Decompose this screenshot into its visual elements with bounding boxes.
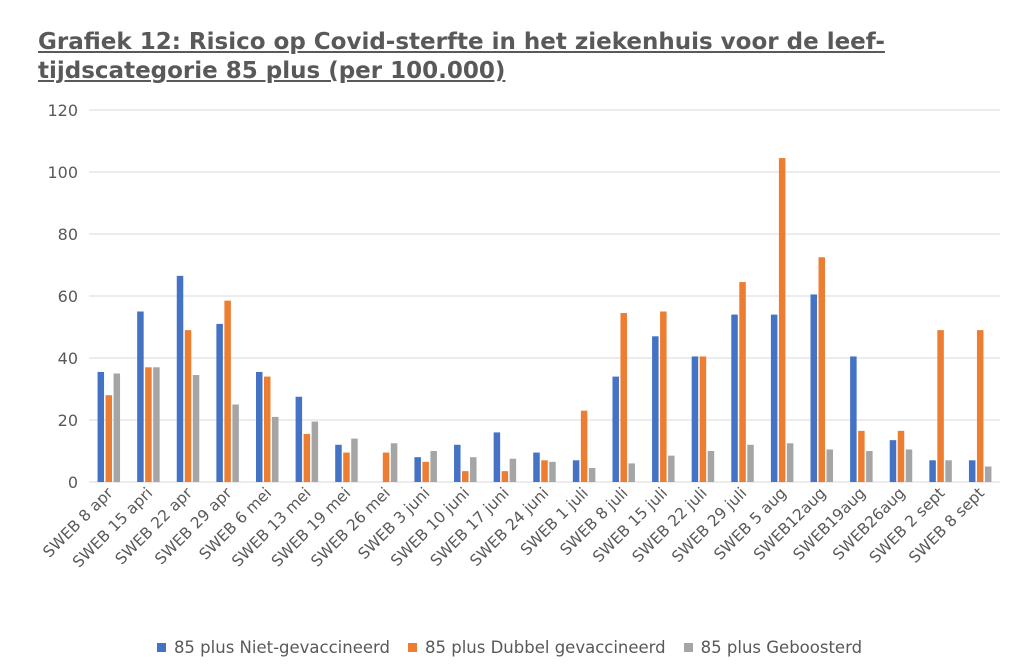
bar <box>580 410 588 482</box>
bar <box>533 452 540 482</box>
bar <box>263 376 271 482</box>
bar <box>699 356 707 482</box>
bar <box>224 300 231 482</box>
bar <box>501 471 509 482</box>
bar <box>652 336 659 482</box>
chart-title: Grafiek 12: Risico op Covid-sterfte in h… <box>38 28 998 86</box>
bar <box>351 438 358 482</box>
bar <box>826 449 834 482</box>
bar <box>271 416 279 482</box>
bar <box>850 356 857 482</box>
bar <box>382 452 390 482</box>
bar <box>810 294 818 482</box>
bar <box>905 449 913 482</box>
legend-item-dubbel-gevaccineerd: 85 plus Dubbel gevaccineerd <box>408 638 666 657</box>
bar <box>335 444 342 482</box>
bar <box>311 421 319 482</box>
legend-swatch-geboosterd <box>683 643 693 652</box>
legend-label-geboosterd: 85 plus Geboosterd <box>700 638 863 657</box>
bar <box>390 443 398 482</box>
bar <box>747 444 754 482</box>
y-tick-label: 20 <box>58 411 78 430</box>
bar <box>549 461 556 482</box>
bar <box>818 257 826 482</box>
legend-swatch-dubbel-gevaccineerd <box>408 643 417 652</box>
bar <box>113 373 121 482</box>
bar <box>897 430 905 482</box>
bar <box>984 466 992 482</box>
bar <box>153 367 160 482</box>
y-tick-label: 0 <box>68 473 78 492</box>
bar <box>929 460 936 482</box>
bar <box>588 468 596 482</box>
y-tick-label: 80 <box>58 225 78 244</box>
chart-legend: 85 plus Niet-gevaccineerd 85 plus Dubbel… <box>0 638 1019 657</box>
bar <box>731 314 738 482</box>
bar <box>660 311 667 482</box>
bar <box>192 375 200 482</box>
bar <box>105 395 113 482</box>
bar <box>858 430 865 482</box>
bar <box>778 158 786 483</box>
bar <box>303 433 311 482</box>
bar <box>216 323 223 482</box>
bar <box>572 460 580 482</box>
bar <box>414 457 421 482</box>
bar <box>628 463 635 482</box>
bar <box>976 330 984 482</box>
bar <box>255 371 263 482</box>
y-tick-label: 100 <box>47 163 78 182</box>
bar <box>739 282 746 482</box>
bar <box>968 460 976 482</box>
bar <box>462 471 469 482</box>
legend-label-niet-gevaccineerd: 85 plus Niet-gevaccineerd <box>173 638 390 657</box>
y-tick-label: 40 <box>58 349 78 368</box>
bar <box>866 451 873 482</box>
bar <box>430 451 437 482</box>
bar <box>612 376 619 482</box>
bar <box>937 330 944 482</box>
chart-title-line-2: tijdscategorie 85 plus (per 100.000) <box>38 58 506 84</box>
legend-item-niet-gevaccineerd: 85 plus Niet-gevaccineerd <box>156 638 390 657</box>
bar <box>422 461 429 482</box>
chart-title-line-1: Grafiek 12: Risico op Covid-sterfte in h… <box>38 29 885 55</box>
bar <box>493 432 501 482</box>
bar <box>509 458 517 482</box>
bar <box>668 455 675 482</box>
bar <box>137 311 144 482</box>
bar <box>295 396 303 482</box>
bar <box>786 443 794 482</box>
legend-swatch-niet-gevaccineerd <box>156 643 166 652</box>
bar <box>691 356 699 482</box>
bar <box>184 330 192 482</box>
bar <box>232 404 239 482</box>
bar <box>470 457 477 482</box>
y-tick-label: 120 <box>47 101 78 120</box>
y-tick-label: 60 <box>58 287 78 306</box>
bar <box>97 371 105 482</box>
legend-label-dubbel-gevaccineerd: 85 plus Dubbel gevaccineerd <box>425 638 666 657</box>
bar <box>707 451 715 482</box>
bar <box>145 367 152 482</box>
bar <box>945 460 952 482</box>
bar <box>889 440 897 482</box>
bar <box>343 452 350 482</box>
bar <box>770 314 778 482</box>
legend-item-geboosterd: 85 plus Geboosterd <box>683 638 863 657</box>
bar <box>620 313 627 482</box>
bar <box>541 460 548 482</box>
bar <box>454 444 461 482</box>
bar <box>176 275 184 482</box>
